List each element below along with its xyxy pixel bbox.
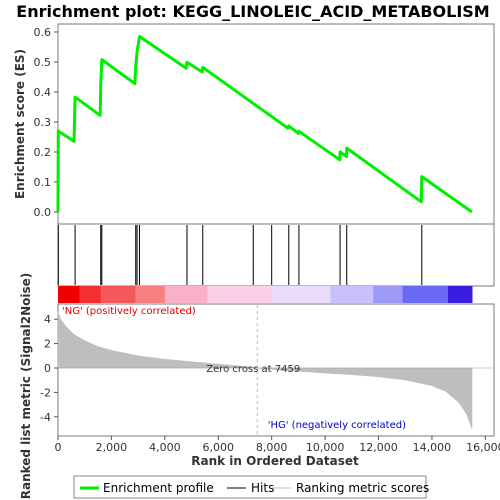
es-y-tick-label: 0.1 [34,176,52,189]
es-y-tick-label: 0.5 [34,56,52,69]
es-y-tick-label: 0.2 [34,146,52,159]
heat-bar-segment [271,286,331,303]
heat-bar-segment [164,286,209,303]
metric-y-axis-label: Ranked list metric (Signal2Noise) [19,273,33,500]
hit-markers [57,225,423,285]
x-axis-label: Rank in Ordered Dataset [191,454,359,468]
es-plot-frame [57,23,495,225]
es-y-tick-label: 0.0 [34,206,52,219]
metric-y-tick-label: -2 [40,386,51,399]
x-tick-label: 12,000 [359,441,398,454]
legend-box [73,475,427,499]
heat-bar-segment [207,286,273,303]
metric-y-tick-label: 0 [44,362,51,375]
es-y-ticks: 0.0 0.1 0.2 0.3 0.4 0.5 0.6 [34,26,58,219]
x-tick-label: 10,000 [306,441,345,454]
x-tick-label: 4,000 [149,441,181,454]
x-tick-label: 6,000 [203,441,235,454]
es-panel: 0.0 0.1 0.2 0.3 0.4 0.5 0.6 Enrichment score (… [13,23,495,225]
metric-y-tick-label: 4 [44,313,51,326]
heat-bar-segment [79,286,102,303]
x-tick-label: 16,000 [466,441,500,454]
legend: Enrichment profile Hits Ranking metric s… [73,475,429,499]
es-y-axis-label: Enrichment score (ES) [13,49,27,199]
chart-title: Enrichment plot: KEGG_LINOLEIC_ACID_META… [16,2,489,21]
heat-bar-segment [447,286,473,303]
heat-bar-segment [58,286,80,303]
enrichment-profile-line [56,35,473,214]
zero-cross-label: Zero cross at 7459 [206,364,300,375]
legend-hits-label: Hits [251,481,274,495]
metric-y-tick-label: 2 [44,338,51,351]
heat-bar-segment [373,286,404,303]
x-tick-label: 14,000 [413,441,452,454]
rank-heat-bar [58,286,473,303]
negative-correlation-label: 'HG' (negatively correlated) [268,420,406,431]
es-y-tick-label: 0.3 [34,116,52,129]
x-axis: 0 2,000 4,000 6,000 8,000 10,000 12,000 14,000 1… [55,436,500,454]
metric-y-tick-label: -4 [40,411,51,424]
es-series [56,35,473,214]
hits-frame [57,223,495,287]
heat-bar-segment [402,286,449,303]
legend-enrichment-label: Enrichment profile [103,481,214,495]
positive-correlation-label: 'NG' (positively correlated) [62,306,196,317]
x-tick-label: 8,000 [256,441,288,454]
hits-panel [57,223,495,287]
es-y-tick-label: 0.4 [34,86,52,99]
metric-y-ticks: -4 -2 0 2 4 [40,313,58,424]
metric-panel: -4 -2 0 2 4 'NG' (positively correlated) Zer… [19,273,495,500]
heat-bar-segment [100,286,136,303]
legend-metric-label: Ranking metric scores [296,481,429,495]
es-y-tick-label: 0.6 [34,26,52,39]
heat-bar-segment [330,286,374,303]
x-tick-label: 2,000 [96,441,128,454]
heat-bar-segment [135,286,166,303]
x-tick-label: 0 [55,441,62,454]
